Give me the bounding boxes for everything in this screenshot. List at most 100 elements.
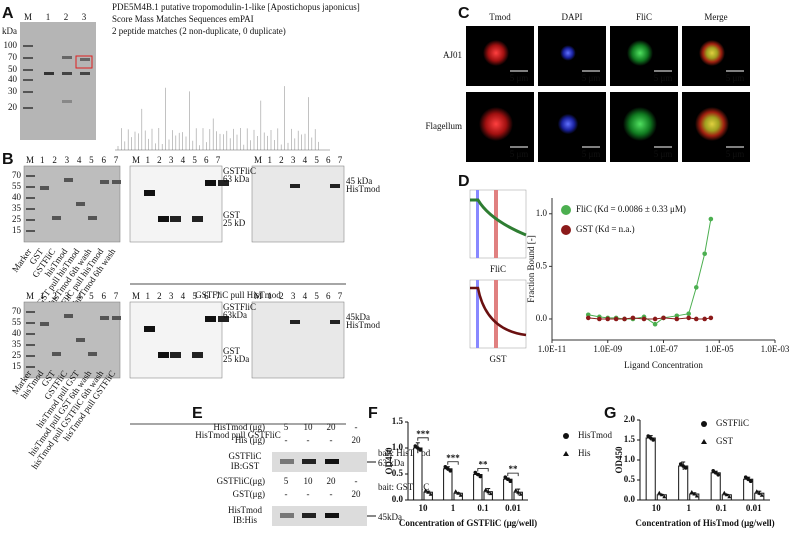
lane-label: 5 <box>192 155 197 165</box>
cell <box>557 113 579 135</box>
scale-label: 5 μm <box>582 149 601 159</box>
band <box>26 311 35 313</box>
ladder-label: 70 <box>12 170 22 180</box>
data-point <box>708 315 714 321</box>
band <box>205 180 216 186</box>
lane-label: 3 <box>169 155 174 165</box>
band <box>80 72 90 75</box>
replicate <box>453 489 458 493</box>
lane-label: 6 <box>204 155 209 165</box>
legend-label: FliC (Kd = 0.0086 ± 0.33 μM) <box>576 204 686 214</box>
amount: 10 <box>304 476 314 486</box>
band <box>23 57 33 59</box>
sensorgram-fliC <box>469 189 527 259</box>
marker-label: HisTmod <box>346 320 381 330</box>
scale-label: 5 μm <box>726 149 745 159</box>
replicate <box>518 492 523 496</box>
legend-marker <box>701 439 707 444</box>
x-tick-label: 1 <box>451 503 456 513</box>
panel-label: E <box>192 405 203 422</box>
band <box>76 338 85 342</box>
legend-marker <box>561 205 571 215</box>
scale-label: 5 μm <box>510 73 529 83</box>
band <box>112 316 121 320</box>
data-point <box>585 312 591 318</box>
replicate <box>516 490 521 494</box>
ladder-label: 15 <box>12 225 22 235</box>
replicate <box>446 467 450 471</box>
band <box>26 366 35 368</box>
replicate <box>456 491 461 495</box>
gel <box>129 165 223 243</box>
replicate <box>416 446 420 450</box>
lane-label: 7 <box>338 291 343 301</box>
ladder-label: 70 <box>8 52 18 62</box>
replicate <box>448 469 453 473</box>
blot-label: IB:GST <box>231 461 260 471</box>
lane-label: 6 <box>101 155 106 165</box>
band <box>44 72 54 75</box>
replicate <box>754 489 759 493</box>
y-tick-label: 1.0 <box>624 454 636 464</box>
significance-bracket <box>477 468 489 472</box>
band <box>158 216 169 222</box>
lane-label: 2 <box>64 12 69 22</box>
replicate <box>506 477 510 482</box>
amount: - <box>285 435 288 445</box>
band <box>76 202 85 206</box>
ladder-label: 25 <box>12 214 22 224</box>
band <box>26 355 35 357</box>
data-point <box>641 316 647 322</box>
row-label: AJ01 <box>443 50 462 60</box>
replicate <box>478 474 483 479</box>
lane-label: 7 <box>216 291 221 301</box>
amount: 20 <box>327 422 337 432</box>
blot <box>272 506 367 526</box>
ladder-label: 40 <box>8 74 18 84</box>
bar <box>473 474 483 501</box>
amount: - <box>307 489 310 499</box>
replicate <box>443 465 448 469</box>
y-tick-label: 1.0 <box>392 442 404 452</box>
panel-label: D <box>458 173 470 190</box>
x-tick-label: 10 <box>652 503 662 513</box>
cell <box>695 107 729 141</box>
cell <box>627 40 653 66</box>
ladder-label: 100 <box>4 40 18 50</box>
band <box>88 352 97 356</box>
data-point <box>630 315 636 321</box>
x-tick-label: 0.01 <box>746 503 762 513</box>
bar <box>678 465 689 501</box>
replicate <box>651 438 655 442</box>
band <box>290 320 300 324</box>
significance-bracket <box>447 461 459 465</box>
cell <box>623 107 657 141</box>
lane-label: 1 <box>267 155 272 165</box>
data-point <box>585 315 591 321</box>
lane-label: 1 <box>145 291 150 301</box>
band <box>218 180 229 186</box>
data-point <box>597 316 602 322</box>
replicate <box>694 494 699 498</box>
lane-label: 1 <box>267 291 272 301</box>
data-point <box>708 216 714 222</box>
lane-label: M <box>132 155 140 165</box>
data-point <box>686 315 691 321</box>
band <box>64 178 73 182</box>
panel-label: F <box>368 405 378 422</box>
y-tick-label: 0.0 <box>392 494 404 504</box>
marker-label: 63kDa <box>223 310 247 320</box>
lane-label: 6 <box>101 291 106 301</box>
lane-label: 4 <box>181 155 186 165</box>
lane-label: 4 <box>303 155 308 165</box>
replicate <box>759 493 764 497</box>
y-axis-label: OD450 <box>614 446 624 474</box>
blot-caption: HisTmod pull GSTFliC <box>195 430 281 440</box>
lane-label: M <box>254 291 262 301</box>
ladder-label: 55 <box>12 181 22 191</box>
lane-label: 4 <box>181 291 186 301</box>
band <box>26 333 35 335</box>
lane-label: 2 <box>157 291 162 301</box>
scale-label: 5 μm <box>510 149 529 159</box>
significance: ** <box>509 464 519 474</box>
